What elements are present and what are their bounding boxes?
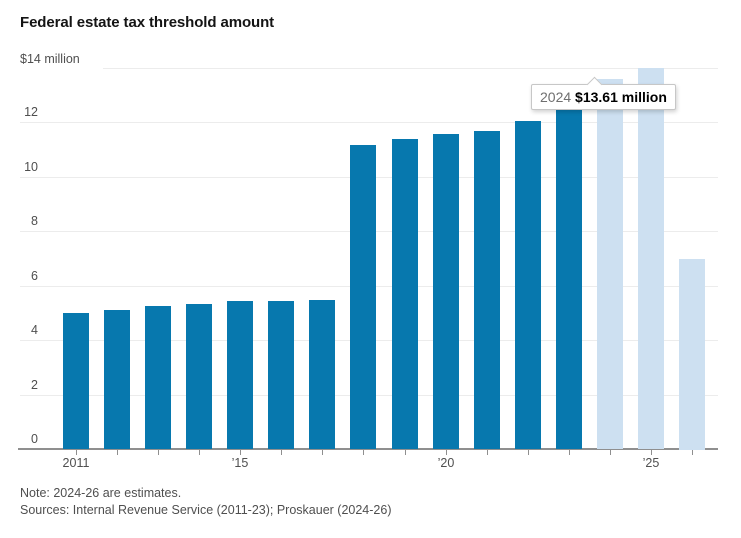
- x-axis-tick-2017: [322, 450, 323, 455]
- x-axis-tick-2011: [76, 450, 77, 455]
- chart-note: Note: 2024-26 are estimates.: [20, 486, 182, 500]
- x-axis-baseline: [18, 448, 718, 450]
- x-axis-label-2020: ’20: [437, 456, 455, 470]
- y-axis-label-12: 12: [24, 105, 38, 119]
- y-gridline-12: [20, 122, 718, 123]
- bar-2015[interactable]: [227, 301, 253, 449]
- bar-2017[interactable]: [309, 300, 335, 449]
- x-axis-label-2015: ’15: [231, 456, 249, 470]
- x-axis-tick-2025: [651, 450, 652, 455]
- x-axis-tick-2024: [610, 450, 611, 455]
- bar-2011[interactable]: [63, 313, 89, 449]
- bar-2012[interactable]: [104, 310, 130, 449]
- bar-2025[interactable]: [638, 68, 664, 449]
- x-axis-tick-2012: [117, 450, 118, 455]
- y-gridline-14: [103, 68, 718, 69]
- bar-2021[interactable]: [474, 131, 500, 449]
- y-axis-label-2: 2: [31, 378, 38, 392]
- tooltip-value: $13.61 million: [575, 89, 667, 105]
- x-axis-tick-2018: [363, 450, 364, 455]
- chart-sources: Sources: Internal Revenue Service (2011-…: [20, 503, 392, 517]
- x-axis-tick-2019: [405, 450, 406, 455]
- x-axis-tick-2016: [281, 450, 282, 455]
- bar-2020[interactable]: [433, 134, 459, 449]
- y-axis-label-6: 6: [31, 269, 38, 283]
- x-axis-label-2011: 2011: [62, 456, 90, 470]
- bar-2023[interactable]: [556, 97, 582, 449]
- bar-2014[interactable]: [186, 304, 212, 449]
- x-axis-tick-2014: [199, 450, 200, 455]
- y-axis-label-8: 8: [31, 214, 38, 228]
- x-axis-tick-2023: [569, 450, 570, 455]
- y-axis-label-4: 4: [31, 323, 38, 337]
- bar-2022[interactable]: [515, 121, 541, 449]
- x-axis-label-2025: ’25: [642, 456, 660, 470]
- tooltip: 2024 $13.61 million: [531, 76, 676, 110]
- tooltip-year: 2024: [540, 89, 572, 105]
- y-axis-label-10: 10: [24, 160, 38, 174]
- x-axis-tick-2022: [528, 450, 529, 455]
- chart-title: Federal estate tax threshold amount: [20, 14, 275, 31]
- bar-2026[interactable]: [679, 259, 705, 450]
- x-axis-tick-2026: [692, 450, 693, 455]
- x-axis-tick-2020: [446, 450, 447, 455]
- bar-2024[interactable]: [597, 79, 623, 449]
- x-axis-tick-2021: [487, 450, 488, 455]
- y-axis-unit-label: $14 million: [20, 52, 80, 66]
- bar-2016[interactable]: [268, 301, 294, 449]
- y-axis-label-0: 0: [31, 432, 38, 446]
- bar-2019[interactable]: [392, 139, 418, 449]
- bar-2018[interactable]: [350, 145, 376, 449]
- x-axis-tick-2015: [240, 450, 241, 455]
- x-axis-tick-2013: [158, 450, 159, 455]
- bar-2013[interactable]: [145, 306, 171, 449]
